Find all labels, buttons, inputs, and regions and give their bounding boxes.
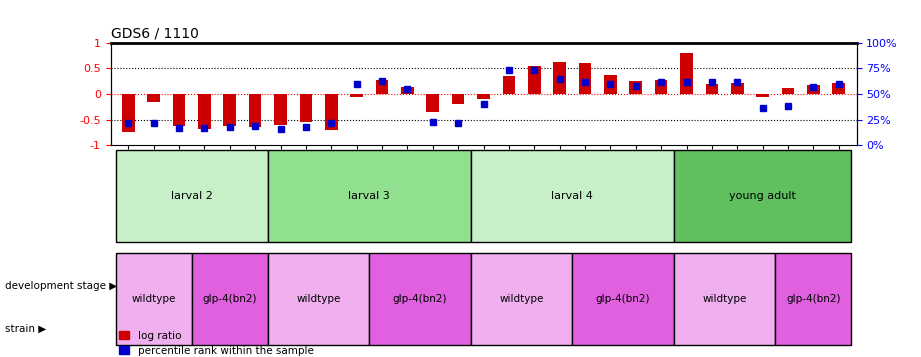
Bar bbox=[578, 63, 591, 94]
Text: wildtype: wildtype bbox=[297, 294, 341, 304]
FancyBboxPatch shape bbox=[192, 253, 268, 345]
Text: larval 4: larval 4 bbox=[552, 191, 593, 201]
Bar bbox=[731, 83, 743, 94]
FancyBboxPatch shape bbox=[572, 253, 674, 345]
Bar bbox=[477, 94, 490, 99]
Bar bbox=[528, 66, 541, 94]
Text: larval 2: larval 2 bbox=[170, 191, 213, 201]
Bar bbox=[426, 94, 439, 112]
FancyBboxPatch shape bbox=[369, 253, 471, 345]
Bar bbox=[274, 94, 286, 125]
Bar bbox=[198, 94, 211, 129]
Bar bbox=[503, 76, 515, 94]
Bar bbox=[833, 83, 845, 94]
Bar bbox=[655, 80, 668, 94]
FancyBboxPatch shape bbox=[471, 253, 572, 345]
Text: glp-4(bn2): glp-4(bn2) bbox=[596, 294, 650, 304]
Bar bbox=[224, 94, 236, 126]
Bar bbox=[604, 75, 617, 94]
Text: glp-4(bn2): glp-4(bn2) bbox=[203, 294, 257, 304]
Bar bbox=[807, 85, 820, 94]
Bar bbox=[756, 94, 769, 96]
Text: young adult: young adult bbox=[729, 191, 796, 201]
Text: GDS6 / 1110: GDS6 / 1110 bbox=[111, 26, 198, 40]
Bar bbox=[376, 80, 389, 94]
Text: glp-4(bn2): glp-4(bn2) bbox=[787, 294, 841, 304]
Legend: log ratio, percentile rank within the sample: log ratio, percentile rank within the sa… bbox=[116, 327, 317, 357]
Bar bbox=[629, 81, 642, 94]
Bar bbox=[173, 94, 185, 126]
Bar bbox=[147, 94, 160, 102]
Bar bbox=[325, 94, 338, 130]
FancyBboxPatch shape bbox=[116, 150, 268, 242]
FancyBboxPatch shape bbox=[674, 253, 775, 345]
Bar bbox=[554, 62, 566, 94]
Text: glp-4(bn2): glp-4(bn2) bbox=[393, 294, 448, 304]
Bar bbox=[122, 94, 134, 132]
Text: wildtype: wildtype bbox=[703, 294, 747, 304]
Bar bbox=[350, 94, 363, 96]
Bar bbox=[401, 87, 414, 94]
Bar bbox=[249, 94, 262, 127]
Text: wildtype: wildtype bbox=[132, 294, 176, 304]
Bar bbox=[681, 53, 693, 94]
Text: development stage ▶: development stage ▶ bbox=[5, 281, 117, 291]
FancyBboxPatch shape bbox=[775, 253, 851, 345]
Bar bbox=[705, 84, 718, 94]
Bar bbox=[452, 94, 464, 104]
Text: larval 3: larval 3 bbox=[348, 191, 391, 201]
Bar bbox=[782, 88, 795, 94]
FancyBboxPatch shape bbox=[268, 253, 369, 345]
Text: wildtype: wildtype bbox=[499, 294, 543, 304]
FancyBboxPatch shape bbox=[674, 150, 851, 242]
FancyBboxPatch shape bbox=[268, 150, 471, 242]
Bar bbox=[299, 94, 312, 122]
FancyBboxPatch shape bbox=[471, 150, 674, 242]
Text: strain ▶: strain ▶ bbox=[5, 323, 46, 333]
FancyBboxPatch shape bbox=[116, 253, 192, 345]
